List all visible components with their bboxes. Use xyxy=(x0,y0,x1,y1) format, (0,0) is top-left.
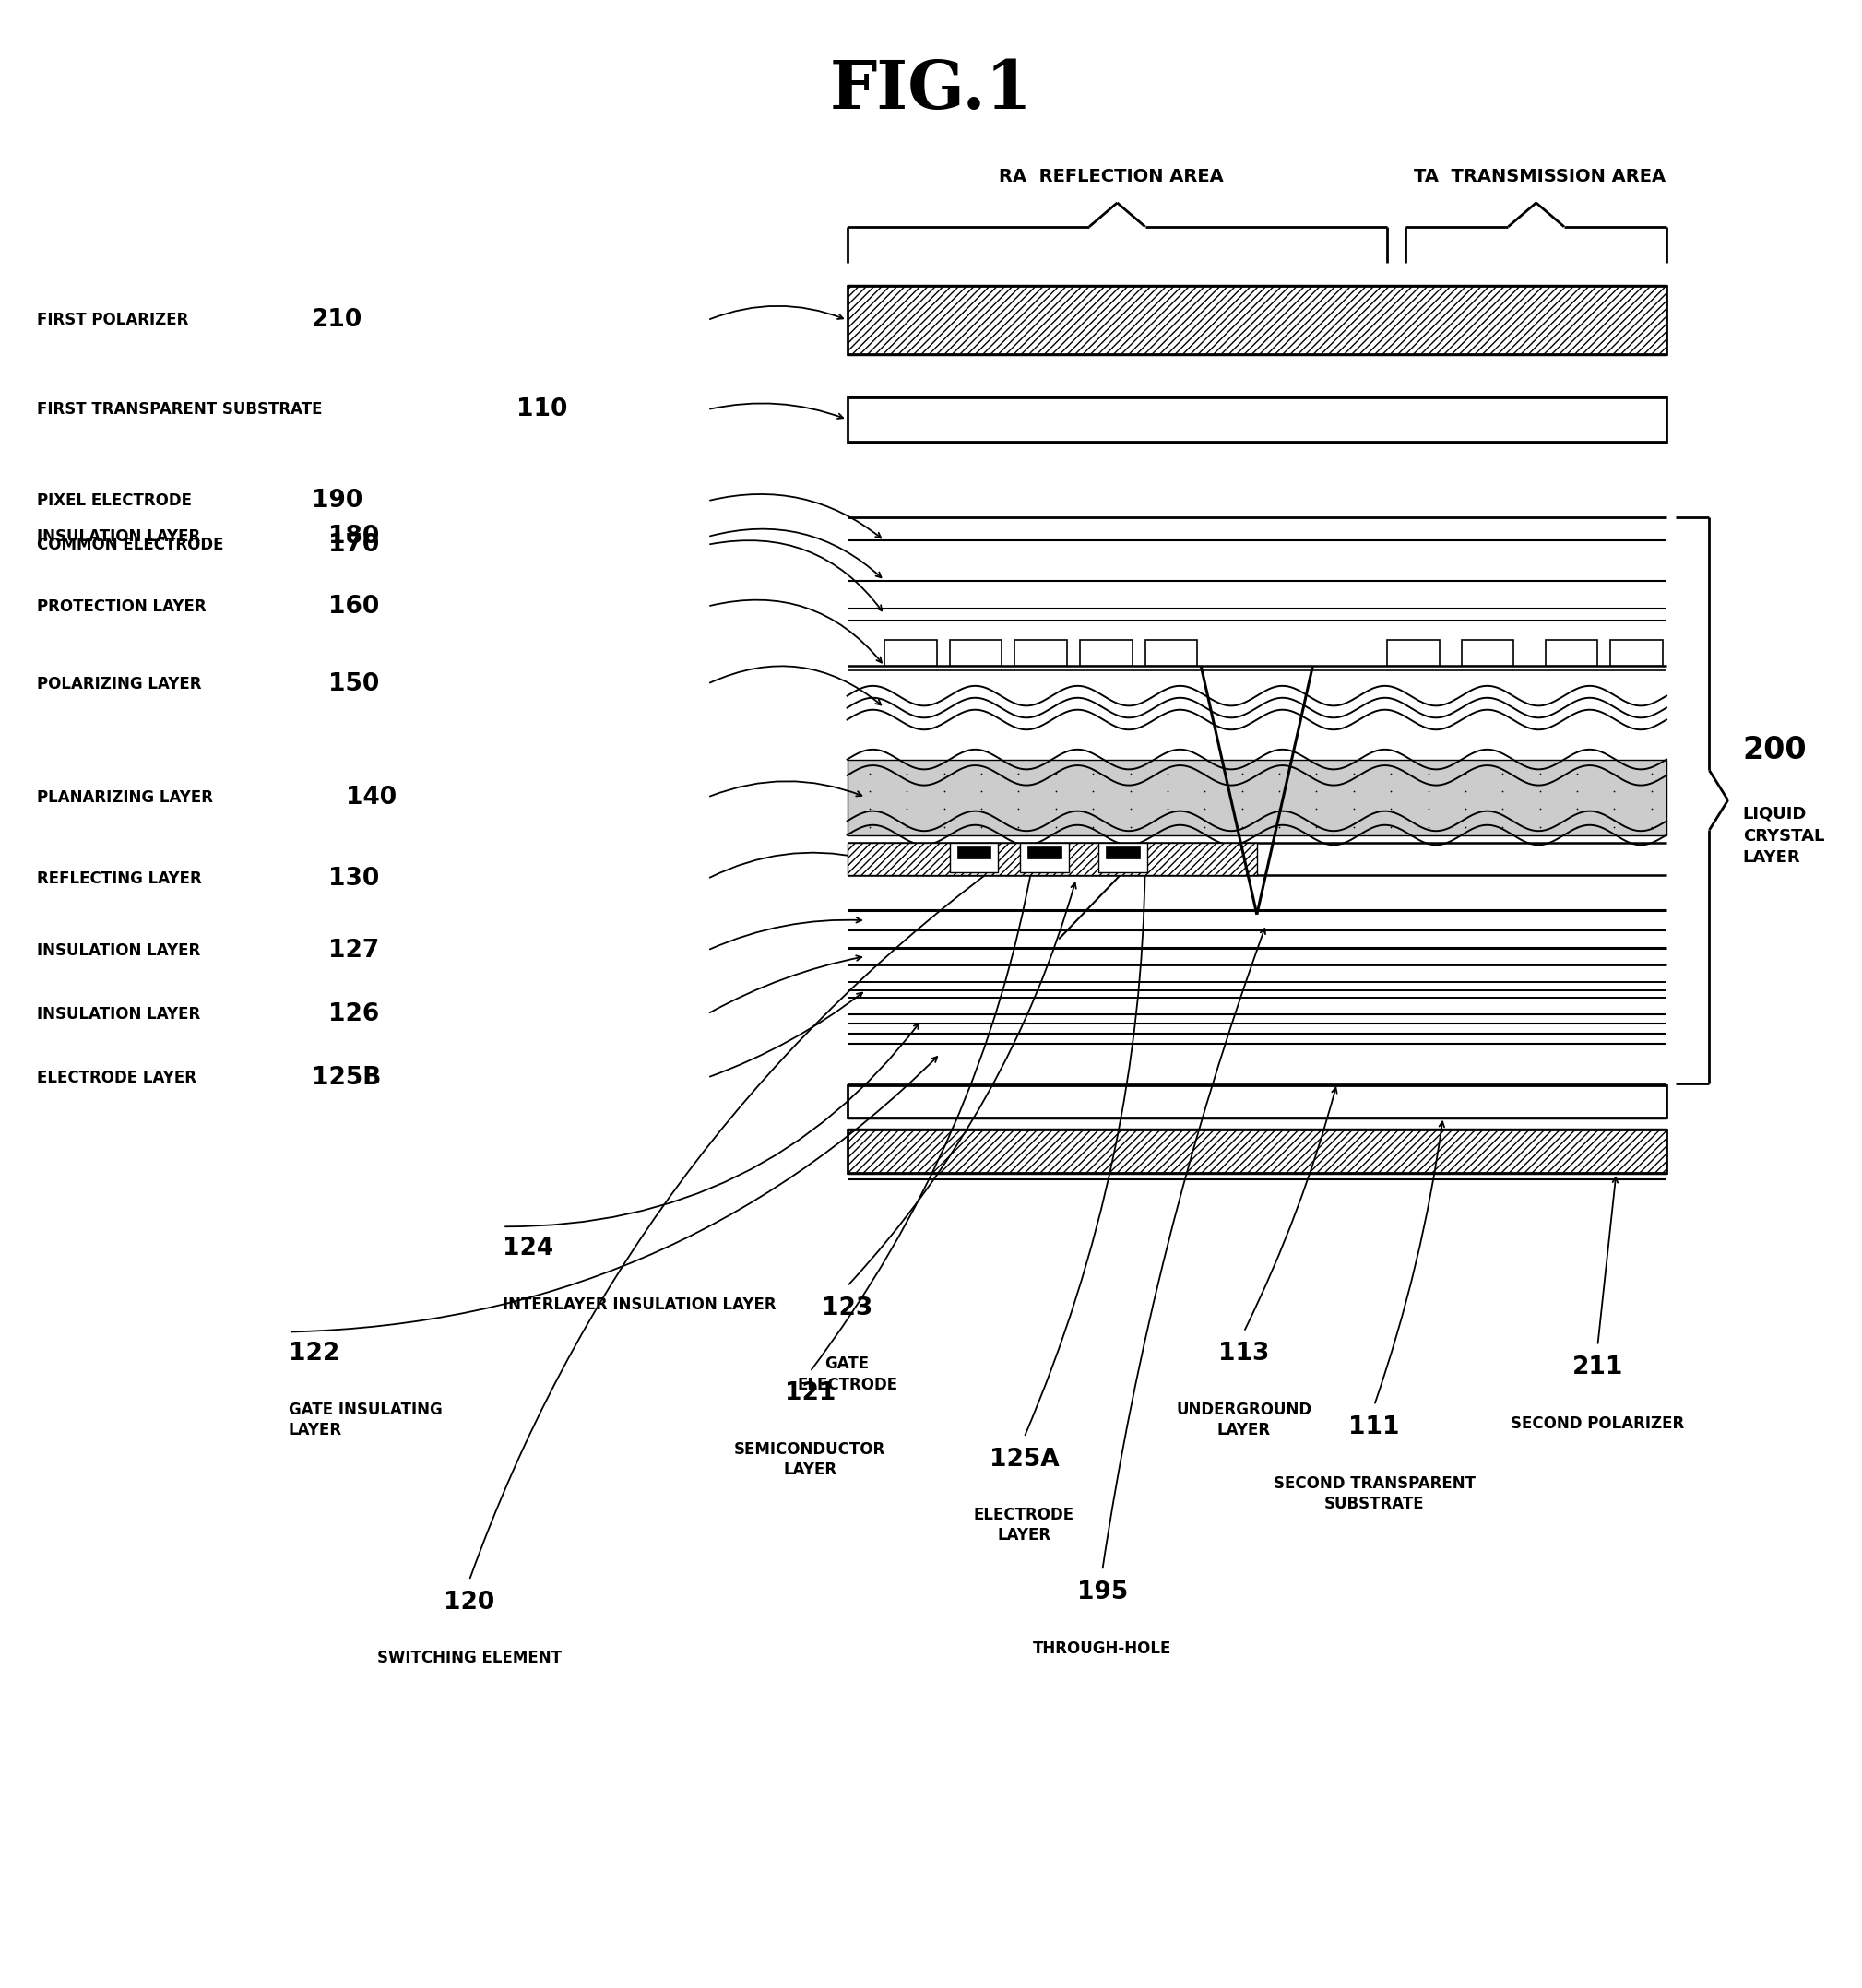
Text: SWITCHING ELEMENT: SWITCHING ELEMENT xyxy=(376,1650,562,1666)
Text: INSULATION LAYER: INSULATION LAYER xyxy=(37,529,207,545)
Bar xyxy=(1611,640,1663,666)
Text: 124: 124 xyxy=(503,1237,553,1260)
Text: GATE
ELECTRODE: GATE ELECTRODE xyxy=(797,1356,897,1394)
Text: 125B: 125B xyxy=(311,1066,382,1089)
Bar xyxy=(1106,847,1140,859)
Bar xyxy=(1145,640,1197,666)
Text: ELECTRODE LAYER: ELECTRODE LAYER xyxy=(37,1070,203,1085)
Text: TA  TRANSMISSION AREA: TA TRANSMISSION AREA xyxy=(1413,167,1666,185)
Text: GATE INSULATING
LAYER: GATE INSULATING LAYER xyxy=(289,1402,443,1439)
Bar xyxy=(1387,640,1439,666)
Text: 125A: 125A xyxy=(989,1447,1059,1471)
Text: SECOND TRANSPARENT
SUBSTRATE: SECOND TRANSPARENT SUBSTRATE xyxy=(1274,1475,1475,1513)
Bar xyxy=(950,843,998,873)
Bar xyxy=(957,847,991,859)
Text: INSULATION LAYER: INSULATION LAYER xyxy=(37,1006,207,1022)
Text: UNDERGROUND
LAYER: UNDERGROUND LAYER xyxy=(1177,1402,1311,1439)
Text: SECOND POLARIZER: SECOND POLARIZER xyxy=(1510,1415,1685,1431)
Bar xyxy=(847,286,1666,354)
Text: RA  REFLECTION AREA: RA REFLECTION AREA xyxy=(1000,167,1223,185)
Bar xyxy=(884,640,937,666)
Text: PIXEL ELECTRODE: PIXEL ELECTRODE xyxy=(37,493,197,509)
Text: 210: 210 xyxy=(311,308,363,332)
Bar xyxy=(950,640,1002,666)
Bar xyxy=(1080,640,1132,666)
Text: 122: 122 xyxy=(289,1342,339,1366)
Text: THROUGH-HOLE: THROUGH-HOLE xyxy=(1033,1640,1171,1656)
Text: 113: 113 xyxy=(1218,1342,1270,1366)
Text: 120: 120 xyxy=(443,1590,495,1614)
Text: 211: 211 xyxy=(1572,1356,1624,1380)
Bar xyxy=(1545,640,1598,666)
Text: 126: 126 xyxy=(328,1002,380,1026)
Text: FIG.1: FIG.1 xyxy=(830,58,1032,121)
Bar xyxy=(1462,640,1514,666)
Text: REFLECTING LAYER: REFLECTING LAYER xyxy=(37,871,207,887)
Text: POLARIZING LAYER: POLARIZING LAYER xyxy=(37,676,207,692)
Text: 123: 123 xyxy=(821,1296,873,1320)
Bar xyxy=(847,398,1666,441)
Text: 160: 160 xyxy=(328,594,380,618)
Text: COMMON ELECTRODE: COMMON ELECTRODE xyxy=(37,537,229,553)
Text: FIRST TRANSPARENT SUBSTRATE: FIRST TRANSPARENT SUBSTRATE xyxy=(37,402,328,417)
Text: SEMICONDUCTOR
LAYER: SEMICONDUCTOR LAYER xyxy=(734,1441,886,1479)
Text: 140: 140 xyxy=(346,785,397,809)
Text: 130: 130 xyxy=(328,867,380,891)
Text: 170: 170 xyxy=(328,533,380,557)
Text: 110: 110 xyxy=(518,398,568,421)
Text: PLANARIZING LAYER: PLANARIZING LAYER xyxy=(37,789,218,805)
Bar xyxy=(847,1129,1666,1173)
Text: INSULATION LAYER: INSULATION LAYER xyxy=(37,942,207,958)
Bar xyxy=(1028,847,1061,859)
Text: 127: 127 xyxy=(328,938,380,962)
Bar xyxy=(1099,843,1147,873)
Text: 150: 150 xyxy=(328,672,380,696)
Bar xyxy=(847,759,1666,835)
Text: 195: 195 xyxy=(1076,1580,1128,1604)
Bar xyxy=(847,843,1257,875)
Text: FIRST POLARIZER: FIRST POLARIZER xyxy=(37,312,194,328)
Text: 180: 180 xyxy=(328,525,380,549)
Text: ELECTRODE
LAYER: ELECTRODE LAYER xyxy=(974,1507,1074,1545)
Text: PROTECTION LAYER: PROTECTION LAYER xyxy=(37,598,212,614)
Text: INTERLAYER INSULATION LAYER: INTERLAYER INSULATION LAYER xyxy=(503,1296,776,1312)
Bar xyxy=(847,1085,1666,1117)
Bar xyxy=(1020,843,1069,873)
Text: LIQUID
CRYSTAL
LAYER: LIQUID CRYSTAL LAYER xyxy=(1743,805,1825,867)
Text: 111: 111 xyxy=(1348,1415,1400,1439)
Text: 200: 200 xyxy=(1743,736,1806,765)
Bar xyxy=(1015,640,1067,666)
Text: 121: 121 xyxy=(784,1382,836,1406)
Text: 190: 190 xyxy=(311,489,363,513)
